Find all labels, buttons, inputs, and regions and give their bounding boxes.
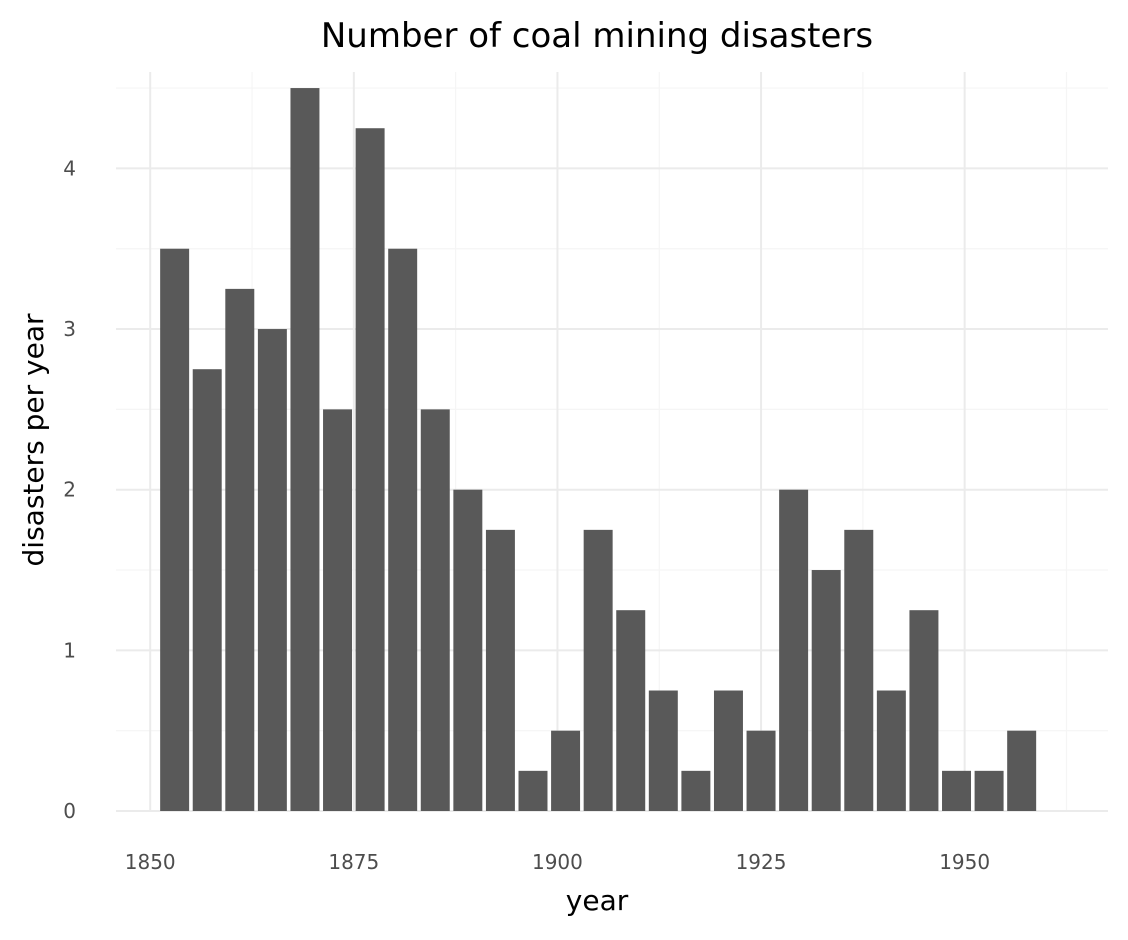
y-tick-label: 3 xyxy=(63,317,76,341)
bar xyxy=(420,409,450,811)
bar xyxy=(192,369,222,811)
x-tick-label: 1950 xyxy=(939,850,990,874)
bar xyxy=(323,409,353,811)
bar xyxy=(811,570,841,811)
bar xyxy=(388,248,418,811)
bar xyxy=(974,770,1004,811)
bar xyxy=(713,690,743,811)
bars xyxy=(160,88,1037,812)
bar xyxy=(583,529,613,811)
bar xyxy=(648,690,678,811)
bar xyxy=(909,610,939,811)
bar xyxy=(779,489,809,811)
bar xyxy=(485,529,515,811)
x-tick-labels: 1850 1875 1900 1925 1950 xyxy=(125,850,990,874)
bar xyxy=(453,489,483,811)
x-tick-label: 1925 xyxy=(736,850,787,874)
y-tick-label: 1 xyxy=(63,638,76,662)
bar xyxy=(681,770,711,811)
y-tick-labels: 0 1 2 3 4 xyxy=(63,156,76,823)
chart-title: Number of coal mining disasters xyxy=(321,16,873,56)
x-tick-label: 1875 xyxy=(328,850,379,874)
bar xyxy=(290,88,320,812)
bar xyxy=(518,770,548,811)
bar xyxy=(551,730,581,811)
y-axis-title: disasters per year xyxy=(17,313,50,566)
bar xyxy=(844,529,874,811)
bar xyxy=(257,329,287,811)
y-tick-label: 4 xyxy=(63,156,76,180)
bar xyxy=(355,128,385,811)
bar xyxy=(160,248,190,811)
bar xyxy=(876,690,906,811)
bar xyxy=(1007,730,1037,811)
bar xyxy=(942,770,972,811)
y-tick-label: 0 xyxy=(63,799,76,823)
x-axis-title: year xyxy=(566,884,629,917)
x-tick-label: 1850 xyxy=(125,850,176,874)
bar xyxy=(746,730,776,811)
bar xyxy=(616,610,646,811)
bar xyxy=(225,288,255,811)
y-tick-label: 2 xyxy=(63,478,76,502)
x-tick-label: 1900 xyxy=(532,850,583,874)
